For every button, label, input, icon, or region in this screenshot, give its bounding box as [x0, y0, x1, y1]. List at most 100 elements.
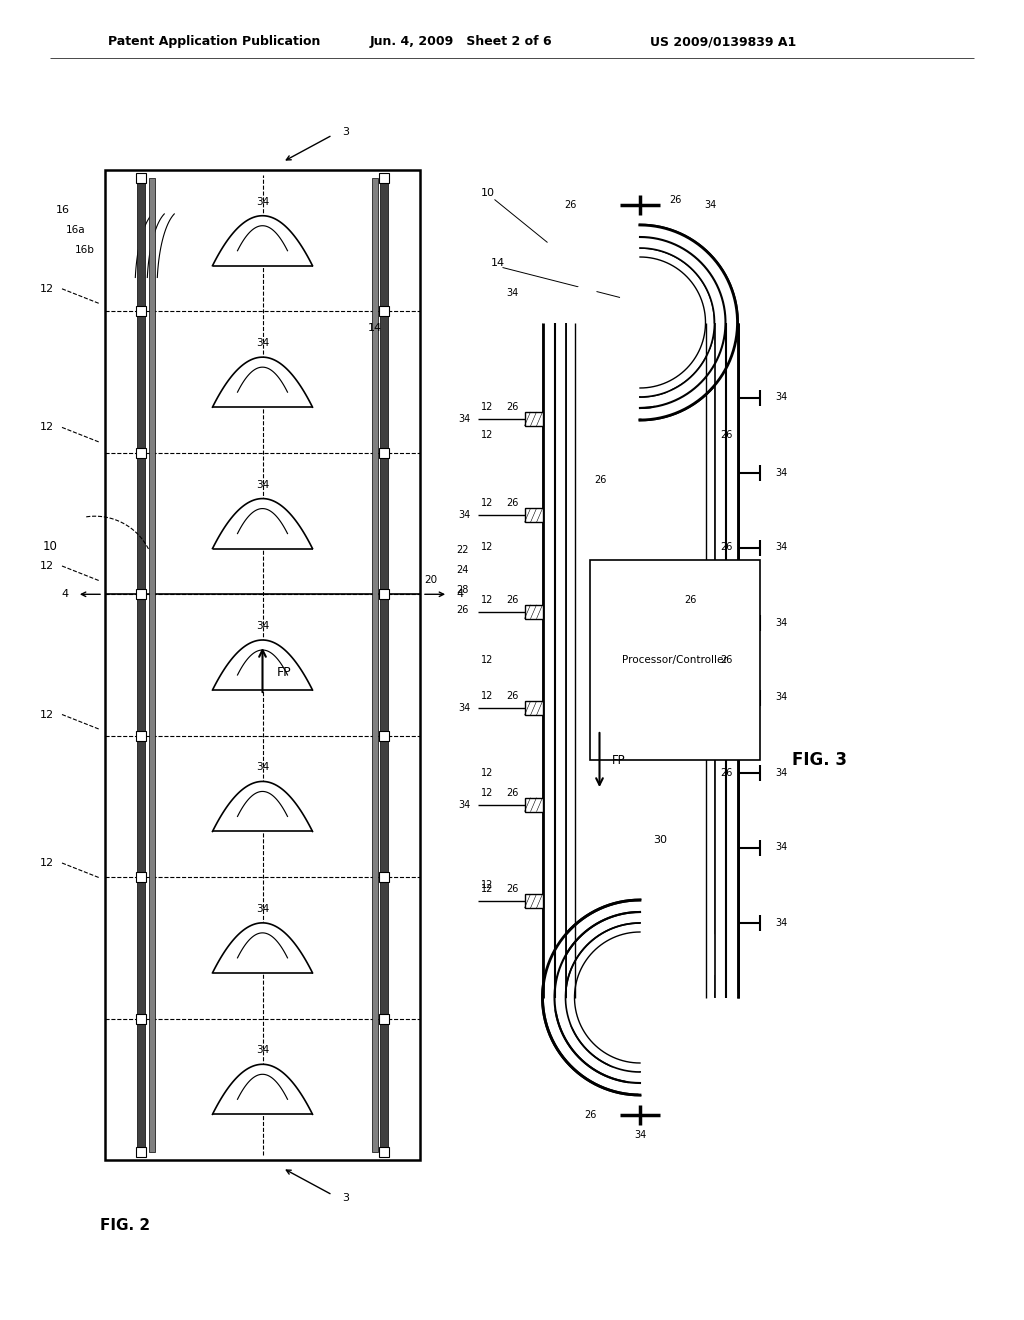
Text: 26: 26 — [457, 605, 469, 615]
Text: 12: 12 — [40, 284, 54, 294]
Bar — [524, 894, 543, 908]
Bar — [524, 797, 543, 812]
Text: 26: 26 — [506, 692, 519, 701]
Text: 34: 34 — [775, 767, 787, 777]
Text: 12: 12 — [481, 692, 494, 701]
Bar — [379, 447, 389, 458]
Text: 22: 22 — [457, 545, 469, 554]
Polygon shape — [213, 640, 312, 690]
Bar — [372, 178, 378, 1152]
Bar — [150, 178, 155, 1152]
Text: 14: 14 — [490, 257, 505, 268]
Bar — [524, 508, 543, 523]
Polygon shape — [213, 215, 312, 265]
Polygon shape — [213, 358, 312, 407]
Bar — [590, 560, 760, 760]
Text: 34: 34 — [256, 1045, 269, 1055]
Text: 34: 34 — [775, 392, 787, 403]
Text: 34: 34 — [256, 479, 269, 490]
Text: 4: 4 — [456, 589, 463, 599]
Text: 34: 34 — [775, 842, 787, 853]
Bar — [379, 1014, 389, 1023]
Text: 24: 24 — [457, 565, 469, 576]
Bar — [524, 412, 543, 426]
Text: 34: 34 — [634, 1130, 646, 1140]
Text: 12: 12 — [40, 561, 54, 572]
Text: 34: 34 — [507, 288, 518, 297]
Text: 14: 14 — [368, 323, 382, 334]
Text: 26: 26 — [720, 655, 733, 665]
Text: 4: 4 — [61, 589, 69, 599]
Bar — [379, 173, 389, 183]
Text: 12: 12 — [481, 430, 494, 440]
Text: 34: 34 — [775, 618, 787, 627]
Text: 34: 34 — [775, 467, 787, 478]
Text: 26: 26 — [669, 195, 681, 205]
Text: 12: 12 — [40, 422, 54, 433]
Text: FIG. 2: FIG. 2 — [100, 1217, 151, 1233]
Bar — [524, 508, 543, 523]
Text: 3: 3 — [342, 1193, 349, 1203]
Text: 26: 26 — [594, 475, 606, 484]
Polygon shape — [213, 781, 312, 832]
Text: 26: 26 — [584, 1110, 596, 1119]
Bar — [136, 589, 146, 599]
Text: 10: 10 — [43, 540, 57, 553]
Bar — [524, 894, 543, 908]
Text: 12: 12 — [481, 884, 494, 894]
Text: 34: 34 — [459, 414, 471, 424]
Text: 12: 12 — [40, 710, 54, 719]
Text: 34: 34 — [256, 338, 269, 348]
Text: 26: 26 — [506, 788, 519, 797]
Text: 12: 12 — [481, 595, 494, 605]
Text: 20: 20 — [424, 576, 437, 585]
Bar — [524, 605, 543, 619]
Bar — [380, 178, 388, 1152]
Text: 26: 26 — [506, 401, 519, 412]
Bar — [136, 306, 146, 317]
Text: 26: 26 — [720, 430, 733, 440]
Text: 12: 12 — [481, 499, 494, 508]
Bar — [379, 306, 389, 317]
Bar — [524, 701, 543, 715]
Text: 34: 34 — [775, 693, 787, 702]
Text: 34: 34 — [775, 543, 787, 553]
Text: 16: 16 — [56, 205, 70, 215]
Text: 34: 34 — [459, 704, 471, 713]
Bar — [136, 173, 146, 183]
Text: Jun. 4, 2009   Sheet 2 of 6: Jun. 4, 2009 Sheet 2 of 6 — [370, 36, 553, 49]
Text: 16a: 16a — [66, 224, 85, 235]
Text: 34: 34 — [459, 511, 471, 520]
Text: US 2009/0139839 A1: US 2009/0139839 A1 — [650, 36, 797, 49]
Text: 12: 12 — [40, 858, 54, 869]
Text: 12: 12 — [481, 401, 494, 412]
Text: 26: 26 — [506, 595, 519, 605]
Bar — [379, 731, 389, 741]
Text: 26: 26 — [506, 499, 519, 508]
Text: 26: 26 — [506, 884, 519, 894]
Bar — [524, 605, 543, 619]
Text: 26: 26 — [720, 543, 733, 553]
Polygon shape — [213, 1064, 312, 1114]
Bar — [136, 731, 146, 741]
Text: 26: 26 — [564, 201, 577, 210]
Text: 34: 34 — [256, 763, 269, 772]
Text: 34: 34 — [775, 917, 787, 928]
Bar — [379, 873, 389, 882]
PathPatch shape — [543, 224, 737, 1096]
Bar — [136, 873, 146, 882]
Text: 12: 12 — [481, 655, 494, 665]
Text: 34: 34 — [256, 904, 269, 913]
Text: FIG. 3: FIG. 3 — [792, 751, 847, 770]
Bar — [137, 178, 145, 1152]
Text: 28: 28 — [457, 585, 469, 595]
Text: 12: 12 — [481, 880, 494, 890]
Text: 12: 12 — [481, 767, 494, 777]
Text: 26: 26 — [684, 595, 696, 605]
Text: Patent Application Publication: Patent Application Publication — [108, 36, 321, 49]
Text: Processor/Controller: Processor/Controller — [622, 655, 727, 665]
Bar — [136, 447, 146, 458]
Text: 30: 30 — [653, 836, 667, 845]
Bar — [136, 1014, 146, 1023]
Text: 10: 10 — [480, 187, 495, 198]
